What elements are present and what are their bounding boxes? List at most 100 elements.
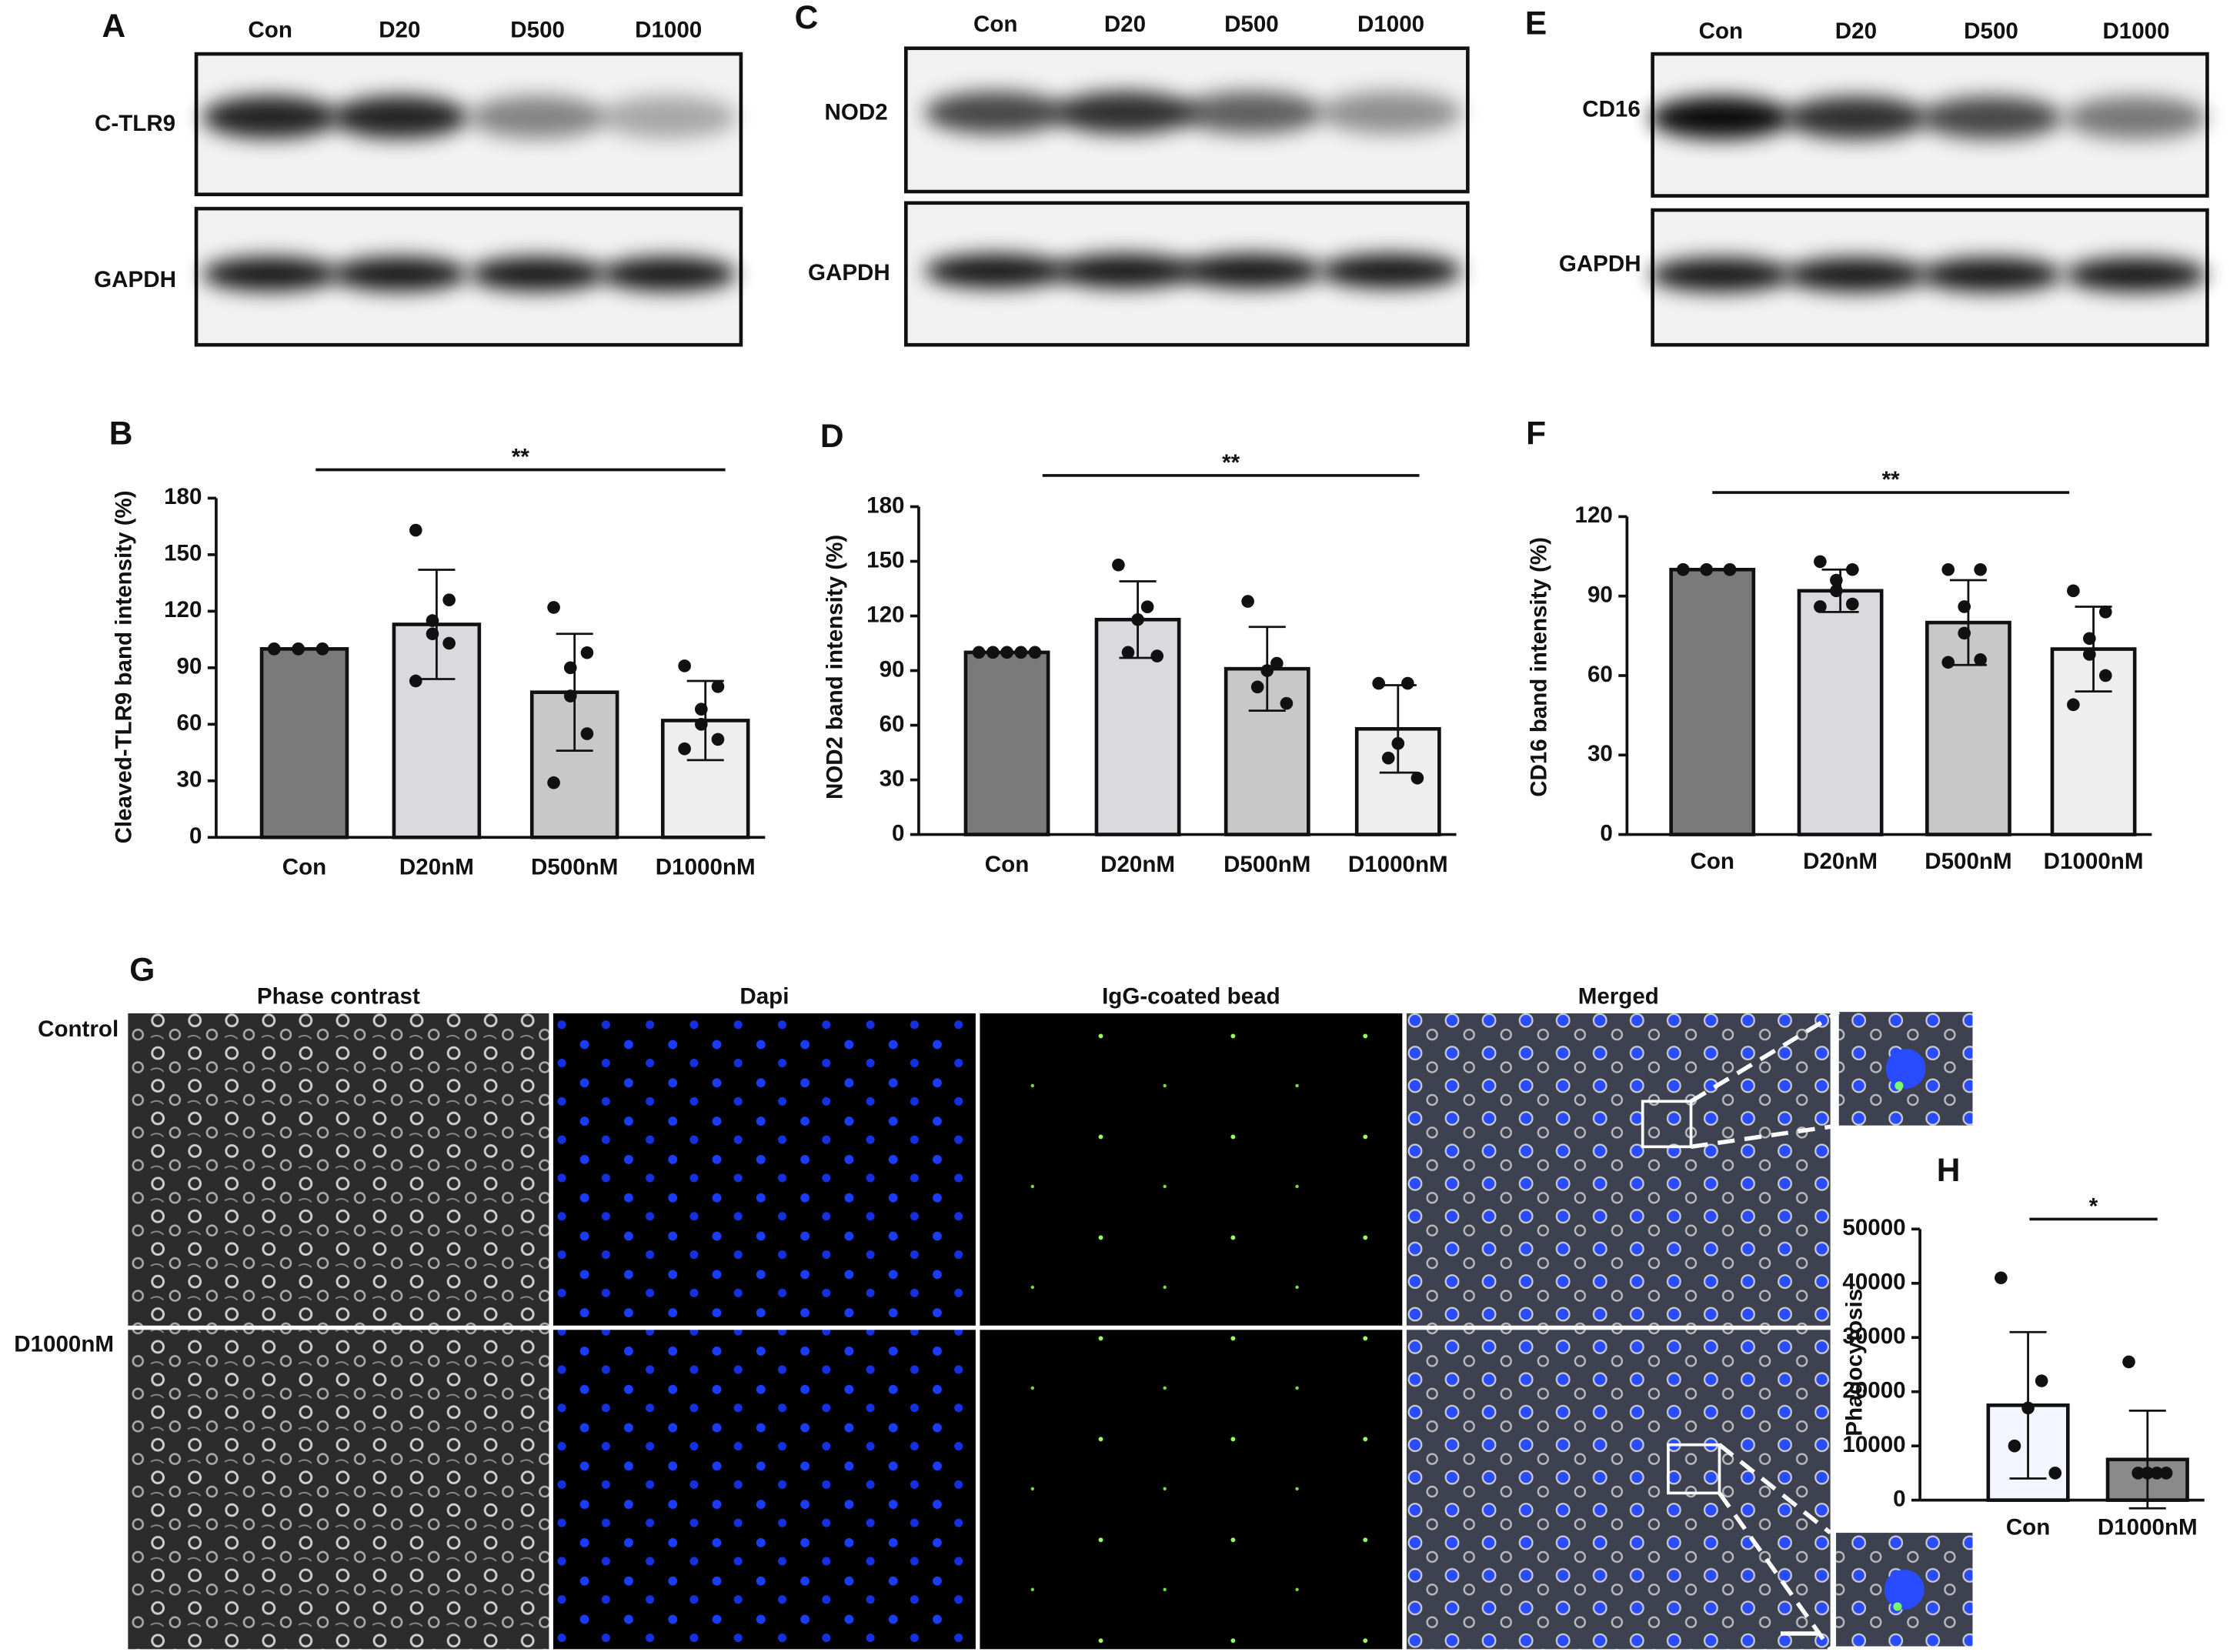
y-tick-label: 0 — [189, 823, 202, 849]
data-point — [1814, 555, 1827, 569]
data-point — [1995, 1271, 2008, 1285]
blot-band — [599, 95, 737, 139]
column-title: IgG-coated bead — [1102, 983, 1280, 1009]
x-tick-label: D20nM — [1803, 849, 1878, 874]
data-point — [1700, 562, 1713, 576]
target-label: C-TLR9 — [95, 111, 175, 136]
blot-band — [1180, 254, 1323, 289]
significance: ** — [512, 445, 530, 470]
data-point — [1845, 562, 1859, 576]
x-tick-label: Con — [282, 855, 326, 880]
data-point — [2159, 1467, 2173, 1480]
blot-band — [1320, 254, 1462, 289]
y-tick-label: 50000 — [1842, 1215, 1905, 1240]
y-axis-label: Cleaved-TLR9 band intensity (%) — [111, 490, 136, 843]
y-tick-label: 60 — [880, 711, 905, 736]
y-tick-label: 90 — [1587, 582, 1613, 608]
target-label: NOD2 — [825, 99, 888, 125]
y-tick-label: 20000 — [1842, 1378, 1905, 1403]
data-point — [409, 674, 422, 688]
micrograph — [1406, 1013, 1831, 1326]
data-point — [1131, 612, 1144, 626]
blot-band — [599, 257, 737, 292]
panel-letter: G — [129, 952, 155, 988]
zoom-box — [1667, 1443, 1721, 1495]
data-point — [1381, 751, 1395, 765]
lane-label: D20 — [1835, 18, 1877, 44]
data-point — [547, 601, 560, 614]
data-point — [694, 703, 708, 716]
data-point — [409, 523, 422, 537]
data-point — [2150, 1467, 2164, 1480]
lane-label: D20 — [1104, 12, 1146, 37]
inset-nucleus — [1885, 1049, 1926, 1089]
data-point — [1941, 656, 1955, 669]
data-point — [1391, 736, 1405, 750]
data-point — [1112, 558, 1125, 572]
data-point — [547, 776, 560, 789]
blot-band — [1649, 96, 1792, 139]
data-point — [426, 614, 439, 627]
data-point — [442, 593, 456, 606]
y-tick-label: 30000 — [1842, 1323, 1905, 1349]
row-label: D1000nM — [14, 1331, 114, 1357]
panel-letter: D — [820, 418, 844, 454]
bar — [259, 647, 349, 839]
data-point — [1121, 646, 1135, 659]
zoom-line — [1718, 1491, 1832, 1650]
loading-label: GAPDH — [1559, 252, 1641, 277]
blot-band — [331, 257, 469, 292]
panel-letter: F — [1526, 416, 1546, 452]
column-title: Phase contrast — [257, 983, 420, 1009]
y-tick-label: 180 — [164, 484, 202, 509]
panel-letter: B — [109, 416, 133, 452]
data-point — [1958, 600, 1971, 613]
x-tick-label: D20nM — [399, 855, 474, 880]
blot-band — [1320, 91, 1462, 135]
x-tick-label: D20nM — [1100, 852, 1175, 877]
y-tick-label: 120 — [1575, 502, 1613, 528]
data-point — [1028, 646, 1042, 659]
x-tick-label: D500nM — [531, 855, 618, 880]
blot-band — [2065, 96, 2208, 139]
data-point — [986, 646, 1000, 659]
row-label: Control — [38, 1016, 119, 1042]
panel-letter: C — [795, 0, 819, 35]
loading-label: GAPDH — [94, 267, 176, 292]
y-tick-label: 150 — [164, 541, 202, 566]
data-point — [580, 727, 594, 740]
lane-label: D500 — [510, 17, 565, 42]
micrograph — [552, 1330, 976, 1650]
data-point — [2132, 1467, 2145, 1480]
lane-label: Con — [1699, 18, 1743, 44]
x-tick-label: Con — [985, 852, 1029, 877]
data-point — [711, 733, 725, 746]
blot-band — [202, 95, 339, 139]
data-point — [1372, 676, 1385, 690]
micrograph — [980, 1330, 1403, 1650]
zoom-line — [1691, 1123, 1840, 1150]
bar — [1669, 567, 1756, 836]
blot-band — [202, 257, 339, 292]
x-tick-label: D1000nM — [1348, 852, 1448, 877]
y-tick-label: 60 — [177, 710, 202, 736]
micrograph — [128, 1330, 549, 1650]
data-point — [1241, 595, 1254, 608]
data-point — [267, 642, 281, 656]
data-point — [678, 659, 691, 672]
y-axis-label: CD16 band intensity (%) — [1526, 537, 1551, 797]
data-point — [1410, 771, 1424, 785]
x-tick-label: Con — [2006, 1514, 2050, 1540]
data-point — [2067, 584, 2080, 598]
data-point — [1280, 696, 1294, 710]
bar — [1797, 589, 1884, 836]
y-tick-label: 0 — [1893, 1486, 1905, 1511]
x-tick-label: D1000nM — [2098, 1514, 2198, 1540]
y-axis-label: Phagocytosis — [1842, 1289, 1868, 1437]
lane-label: D500 — [1964, 18, 2018, 44]
data-point — [563, 689, 577, 703]
data-point — [1830, 584, 1843, 598]
bar — [963, 650, 1050, 836]
blot-band — [1920, 257, 2062, 292]
significance: * — [2089, 1193, 2098, 1219]
